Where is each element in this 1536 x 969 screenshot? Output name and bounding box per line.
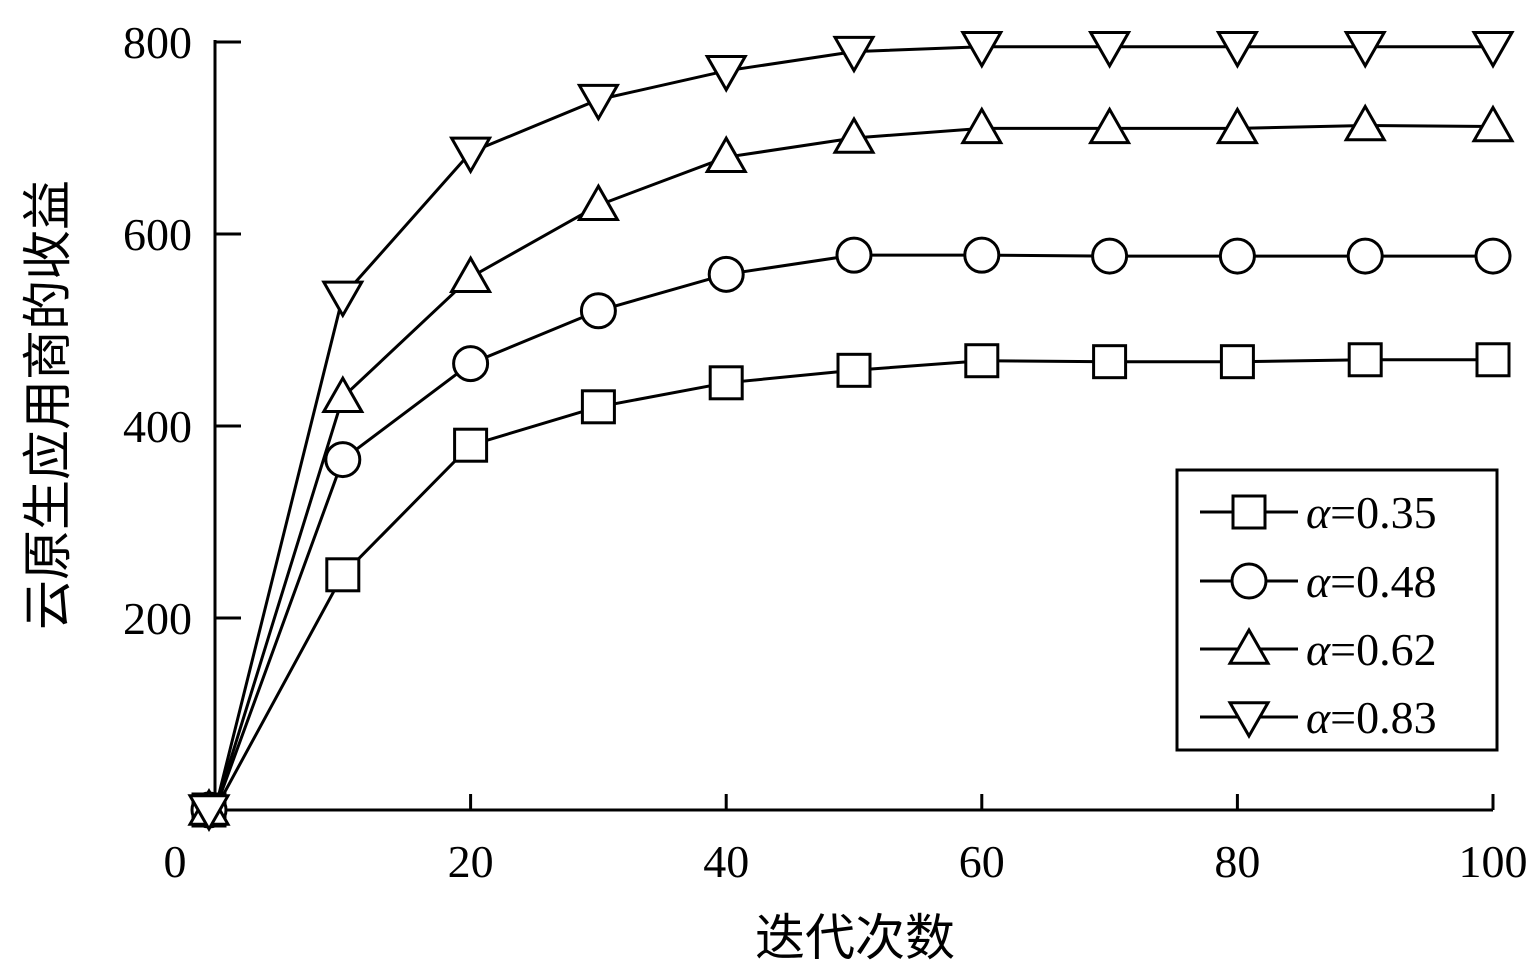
data-point-triangle-up	[1343, 103, 1387, 142]
data-point-triangle-down	[704, 55, 748, 93]
series-triangle-up	[187, 103, 1515, 826]
series-layer	[187, 31, 1515, 833]
y-tick-label: 800	[123, 17, 192, 68]
data-point-square	[325, 557, 361, 593]
legend-item: α=0.83	[1200, 692, 1437, 743]
x-tick-label: 80	[1214, 836, 1260, 887]
data-point-triangle-down	[1088, 31, 1132, 69]
data-point-square	[1092, 344, 1128, 380]
data-point-triangle-down	[449, 136, 493, 175]
data-point-triangle-down	[576, 83, 620, 122]
data-point-triangle-up	[1215, 106, 1259, 145]
x-tick-label: 40	[703, 836, 749, 887]
legend-label: α=0.83	[1306, 692, 1437, 743]
x-tick-label: 20	[448, 836, 494, 887]
y-tick-label: 200	[123, 593, 192, 644]
series-triangle-down	[187, 31, 1515, 833]
y-axis-title: 云原生应用商的收益	[19, 180, 77, 630]
data-point-triangle-up	[704, 135, 748, 173]
data-point-square	[1475, 342, 1511, 378]
data-point-square	[836, 352, 872, 388]
data-point-triangle-down	[1215, 31, 1259, 69]
data-point-circle	[835, 236, 873, 274]
data-point-square	[453, 427, 489, 463]
x-tick-label: 100	[1459, 836, 1528, 887]
data-point-triangle-up	[321, 375, 365, 413]
data-point-triangle-up	[576, 183, 620, 221]
data-point-triangle-up	[1471, 104, 1515, 143]
data-point-circle	[1346, 237, 1384, 275]
data-point-triangle-down	[960, 31, 1004, 69]
data-point-triangle-up	[832, 115, 876, 154]
data-point-triangle-up	[1088, 106, 1132, 145]
data-point-square	[1347, 342, 1383, 378]
legend-item: α=0.35	[1200, 487, 1437, 538]
data-point-circle	[1474, 237, 1512, 275]
legend-label: α=0.48	[1306, 556, 1437, 607]
data-point-circle	[963, 236, 1001, 274]
y-tick-label: 400	[123, 401, 192, 452]
data-point-square	[964, 343, 1000, 379]
data-point-triangle-down	[1343, 31, 1387, 69]
legend-label: α=0.35	[1306, 487, 1437, 538]
data-point-square	[580, 389, 616, 425]
data-point-circle	[707, 255, 745, 293]
data-point-circle	[1218, 237, 1256, 275]
data-point-circle	[452, 345, 490, 383]
legend-label: α=0.62	[1306, 624, 1437, 675]
data-point-triangle-down	[832, 35, 876, 74]
legend-marker-square	[1231, 494, 1267, 530]
x-axis-title: 迭代次数	[755, 909, 955, 967]
data-point-triangle-down	[187, 794, 231, 833]
data-point-triangle-up	[449, 255, 493, 293]
data-point-triangle-up	[960, 106, 1004, 145]
legend-item: α=0.48	[1200, 556, 1437, 607]
legend-marker-triangle-down	[1227, 701, 1271, 740]
data-point-circle	[1091, 237, 1129, 275]
data-point-square	[1219, 344, 1255, 380]
legend-marker-triangle-up	[1227, 626, 1271, 665]
axes: 0 20 40 60 80 100 200 400 600 800	[123, 17, 1528, 887]
legend: α=0.35 α=0.48 α=0.62 α=0.83	[1175, 468, 1499, 752]
data-point-circle	[579, 292, 617, 330]
y-tick-label: 600	[123, 209, 192, 260]
legend-marker-circle	[1230, 562, 1268, 600]
data-point-triangle-down	[1471, 31, 1515, 69]
data-point-triangle-down	[321, 280, 365, 319]
x-tick-label: 60	[959, 836, 1005, 887]
data-point-circle	[324, 441, 362, 479]
series-square	[191, 342, 1511, 828]
data-point-square	[708, 365, 744, 401]
legend-item: α=0.62	[1200, 624, 1437, 675]
x-tick-label: 0	[164, 836, 187, 887]
